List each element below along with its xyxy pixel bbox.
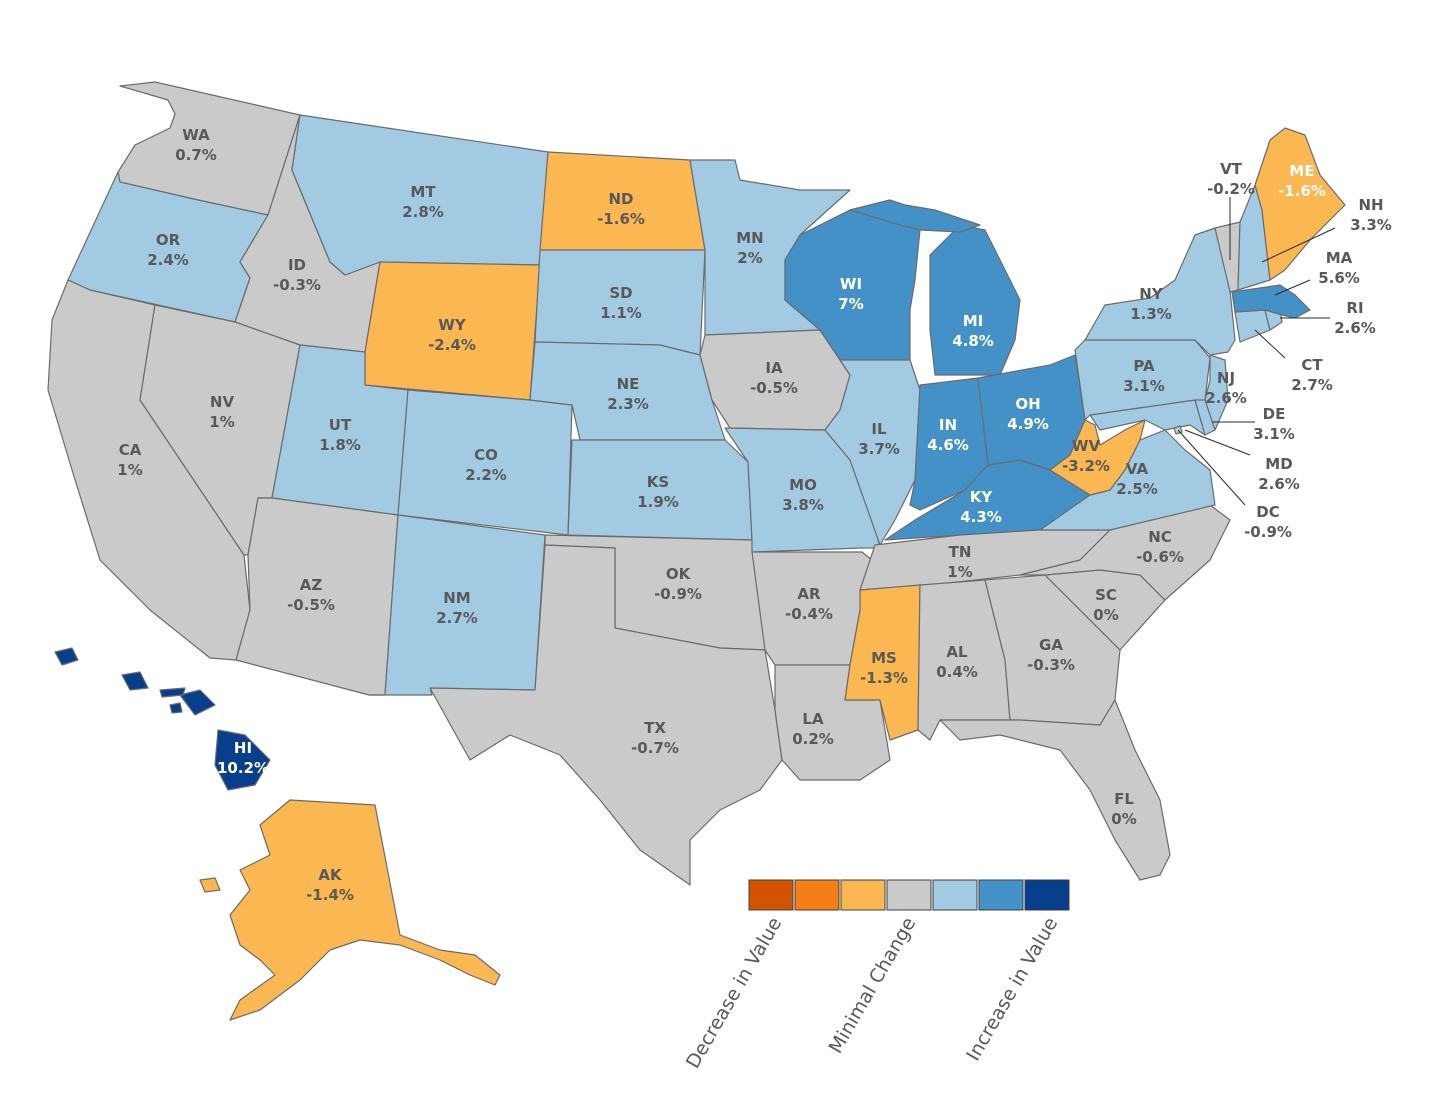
label-fl: FL 0% — [1111, 790, 1136, 828]
state-mi-up — [849, 199, 981, 233]
state-hi-kauai — [54, 647, 79, 666]
leader-ct — [1254, 329, 1286, 359]
leader-ma — [1274, 279, 1311, 296]
label-ne: NE 2.3% — [607, 375, 649, 413]
label-nj: NJ 2.6% — [1205, 369, 1247, 407]
state-wi — [784, 199, 921, 361]
state-sd — [534, 249, 706, 356]
label-wv: WV -3.2% — [1062, 437, 1110, 475]
state-ak-island — [199, 877, 221, 893]
legend-swatch-increase-medium — [978, 879, 1024, 911]
label-ut: UT 1.8% — [319, 416, 361, 454]
label-mn: MN 2% — [736, 229, 763, 267]
state-mi — [929, 224, 1021, 376]
label-ny: NY 1.3% — [1130, 285, 1172, 323]
state-co — [397, 389, 573, 536]
label-la: LA 0.2% — [792, 710, 834, 748]
state-fl — [939, 699, 1171, 881]
label-ks: KS 1.9% — [637, 473, 679, 511]
label-md: MD 2.6% — [1258, 455, 1300, 493]
label-nc: NC -0.6% — [1136, 528, 1184, 566]
state-nj — [1204, 354, 1229, 431]
state-shapes — [47, 81, 1346, 1021]
label-tn: TN 1% — [947, 543, 972, 581]
label-hi: HI 10.2% — [217, 739, 269, 777]
label-az: AZ -0.5% — [287, 576, 335, 614]
label-ma: MA 5.6% — [1318, 249, 1360, 287]
label-ok: OK -0.9% — [654, 565, 702, 603]
state-hi-maui — [179, 689, 216, 716]
legend-swatch-increase-strong — [1024, 879, 1070, 911]
label-ct: CT 2.7% — [1291, 356, 1333, 394]
label-mo: MO 3.8% — [782, 476, 824, 514]
label-ca: CA 1% — [117, 441, 142, 479]
state-hi-big-island — [214, 729, 271, 791]
label-ms: MS -1.3% — [860, 649, 908, 687]
legend: Decrease in Value Minimal Change Increas… — [682, 879, 1070, 1073]
label-ri: RI 2.6% — [1334, 299, 1376, 337]
legend-swatch-decrease-strong — [748, 879, 794, 911]
label-il: IL 3.7% — [858, 420, 900, 458]
label-dc: DC -0.9% — [1244, 503, 1292, 541]
label-nm: NM 2.7% — [436, 589, 478, 627]
label-nd: ND -1.6% — [597, 190, 645, 228]
legend-label-increase: Increase in Value — [962, 914, 1062, 1065]
label-co: CO 2.2% — [465, 446, 507, 484]
legend-swatches — [748, 879, 1070, 911]
label-al: AL 0.4% — [936, 643, 978, 681]
legend-label-decrease: Decrease in Value — [682, 914, 786, 1073]
label-wa: WA 0.7% — [175, 126, 217, 164]
legend-swatch-minimal — [886, 879, 932, 911]
label-vt: VT -0.2% — [1207, 160, 1255, 198]
label-me: ME -1.6% — [1278, 162, 1326, 200]
legend-label-minimal: Minimal Change — [825, 914, 921, 1058]
label-wy: WY -2.4% — [428, 316, 476, 354]
label-id: ID -0.3% — [273, 256, 321, 294]
label-in: IN 4.6% — [927, 416, 969, 454]
label-nv: NV 1% — [209, 393, 234, 431]
label-oh: OH 4.9% — [1007, 395, 1049, 433]
label-pa: PA 3.1% — [1123, 357, 1165, 395]
state-labels: WA 0.7% OR 2.4% CA 1% ID -0.3% NV 1% MT 2.8% W… — [117, 126, 1392, 904]
label-ar: AR -0.4% — [785, 585, 833, 623]
legend-swatch-decrease-light — [840, 879, 886, 911]
label-sc: SC 0% — [1093, 586, 1118, 624]
label-ky: KY 4.3% — [960, 488, 1002, 526]
label-sd: SD 1.1% — [600, 284, 642, 322]
label-or: OR 2.4% — [147, 231, 189, 269]
legend-swatch-increase-light — [932, 879, 978, 911]
label-de: DE 3.1% — [1253, 405, 1295, 443]
state-ct — [1234, 309, 1271, 343]
leader-md — [1184, 429, 1251, 456]
state-hi-lanai — [169, 702, 183, 714]
label-ia: IA -0.5% — [750, 359, 798, 397]
leader-nh — [1261, 227, 1336, 263]
label-mt: MT 2.8% — [402, 183, 444, 221]
label-wi: WI 7% — [838, 275, 863, 313]
state-nc — [1019, 504, 1231, 601]
state-ak — [229, 799, 501, 1021]
label-ak: AK -1.4% — [306, 866, 354, 904]
label-nh: NH 3.3% — [1350, 196, 1392, 234]
state-wv — [1049, 419, 1146, 496]
state-me — [1254, 127, 1346, 281]
state-hi-molokai — [159, 687, 186, 698]
leader-dc — [1177, 429, 1246, 506]
state-hi-oahu — [121, 671, 149, 691]
label-tx: TX -0.7% — [631, 719, 679, 757]
leader-lines — [1177, 197, 1336, 506]
label-ga: GA -0.3% — [1027, 636, 1075, 674]
label-mi: MI 4.8% — [952, 312, 994, 350]
legend-swatch-decrease-medium — [794, 879, 840, 911]
label-va: VA 2.5% — [1116, 460, 1158, 498]
state-wy — [364, 261, 541, 401]
state-tx — [429, 544, 783, 886]
